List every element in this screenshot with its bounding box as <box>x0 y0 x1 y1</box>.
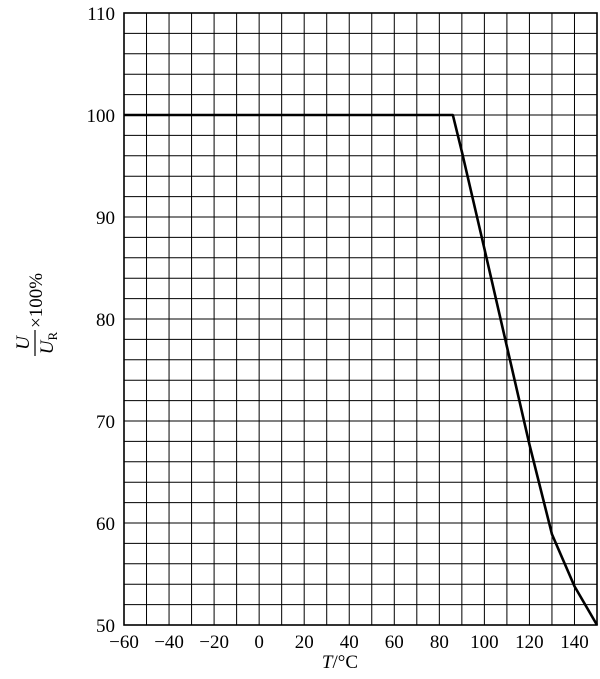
x-tick-label: 100 <box>470 632 499 653</box>
y-tick-label: 60 <box>96 514 115 535</box>
y-axis-label-numerator: U <box>13 335 34 350</box>
grid <box>123 12 598 626</box>
y-tick-label: 100 <box>87 106 116 127</box>
x-tick-label: 60 <box>385 632 404 653</box>
y-axis-label-denominator: UR <box>37 331 60 354</box>
x-tick-label: −40 <box>154 632 184 653</box>
x-tick-label: 80 <box>430 632 449 653</box>
series-group <box>124 113 599 626</box>
x-tick-labels: −60 −40 −20 0 20 40 60 80 100 120 140 <box>109 632 589 653</box>
y-axis-label-denominator-variable: U <box>37 339 58 354</box>
x-axis-label-variable: T <box>322 652 334 673</box>
x-tick-label: 20 <box>295 632 314 653</box>
x-tick-label: 0 <box>254 632 264 653</box>
plot-frame <box>123 12 598 626</box>
y-tick-label: 80 <box>96 310 115 331</box>
y-tick-labels: 50 60 70 80 90 100 110 <box>87 4 116 637</box>
plot-border <box>123 12 598 626</box>
y-tick-label: 90 <box>96 208 115 229</box>
y-axis-label-suffix: ×100% <box>26 273 47 328</box>
y-tick-label: 50 <box>96 616 115 637</box>
x-tick-label: 120 <box>515 632 544 653</box>
x-axis-label-unit: /°C <box>333 652 359 673</box>
series-line-0 <box>124 113 599 626</box>
y-axis-label-denominator-subscript: R <box>45 331 60 340</box>
x-tick-label: −20 <box>199 632 229 653</box>
x-tick-label: −60 <box>109 632 139 653</box>
y-tick-label: 70 <box>96 412 115 433</box>
y-tick-label: 110 <box>87 4 115 25</box>
y-axis-label: U UR ×100% <box>13 273 60 356</box>
x-tick-label: 40 <box>340 632 359 653</box>
x-tick-label: 140 <box>560 632 589 653</box>
x-axis-label: T/°C <box>322 652 358 673</box>
